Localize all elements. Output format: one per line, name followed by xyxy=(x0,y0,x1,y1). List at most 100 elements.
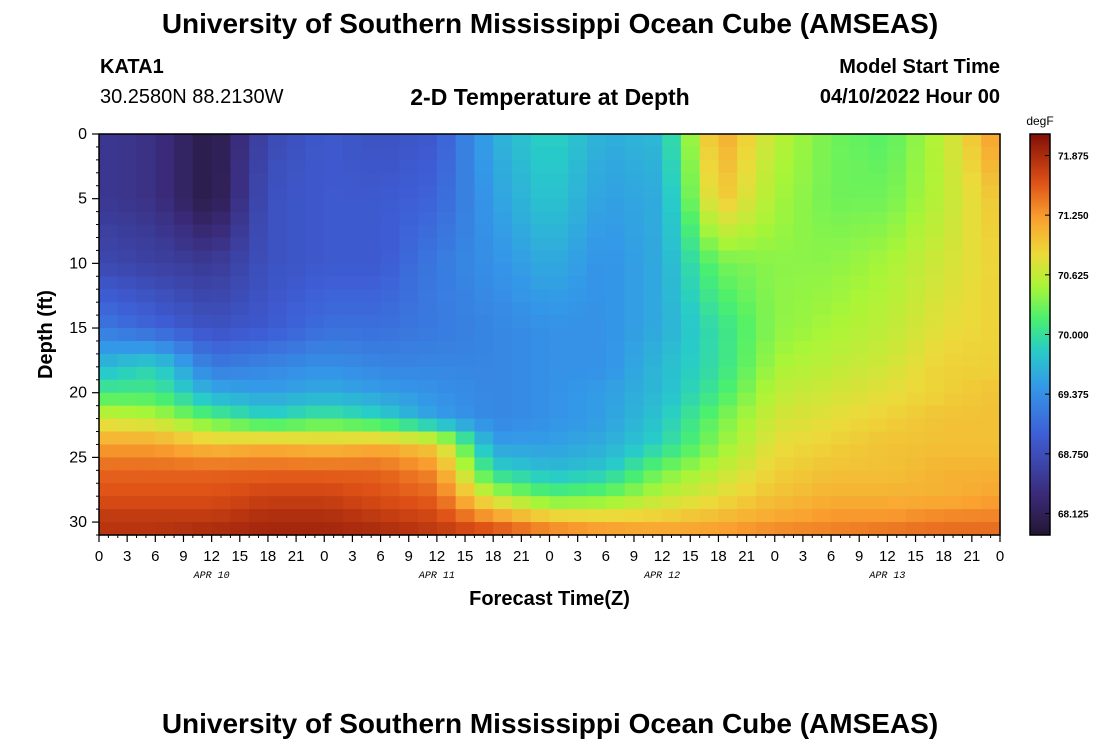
heatmap-cell xyxy=(737,340,757,355)
heatmap-cell xyxy=(624,172,644,187)
heatmap-cell xyxy=(324,172,344,187)
heatmap-cell xyxy=(549,353,569,368)
heatmap-cell xyxy=(174,185,194,200)
heatmap-cell xyxy=(305,198,325,213)
heatmap-cell xyxy=(324,392,344,407)
heatmap-cell xyxy=(399,172,419,187)
heatmap-cell xyxy=(211,289,231,303)
heatmap-cell xyxy=(962,457,982,471)
heatmap-cell xyxy=(474,134,494,148)
heatmap-cell xyxy=(324,315,344,329)
heatmap-cell xyxy=(230,328,250,342)
heatmap-cell xyxy=(267,405,288,420)
heatmap-cell xyxy=(530,431,551,446)
heatmap-cell xyxy=(699,276,720,290)
heatmap-cell xyxy=(267,496,288,510)
heatmap-cell xyxy=(624,263,644,277)
heatmap-cell xyxy=(605,172,626,187)
heatmap-cell xyxy=(793,276,813,290)
heatmap-cell xyxy=(812,483,832,497)
heatmap-cell xyxy=(305,509,325,523)
heatmap-cell xyxy=(136,328,156,342)
x-axis: 0 3 6 9 12 15 18 21 0 3 6 9 12 15 18 21 0 3 6 9 12 15 18 21 0 3 6 9… xyxy=(95,535,1004,582)
heatmap-cell xyxy=(868,353,888,368)
heatmap-cell xyxy=(136,159,156,174)
heatmap-cell xyxy=(286,340,307,355)
heatmap-cell xyxy=(493,509,513,523)
heatmap-cell xyxy=(755,250,776,264)
heatmap-cell xyxy=(493,237,513,252)
heatmap-cell xyxy=(718,353,738,368)
heatmap-cell xyxy=(511,418,532,433)
heatmap-cell xyxy=(887,134,907,148)
heatmap-cell xyxy=(230,340,250,355)
heatmap-cell xyxy=(568,302,588,316)
x-axis-label: Forecast Time(Z) xyxy=(469,588,630,610)
heatmap-cell xyxy=(249,418,269,433)
heatmap-cell xyxy=(380,302,400,316)
heatmap-cell xyxy=(455,302,476,316)
heatmap-cell xyxy=(155,276,175,290)
heatmap-cell xyxy=(924,315,945,329)
heatmap-cell xyxy=(868,444,888,458)
x-tick-label: 0 xyxy=(95,548,103,565)
heatmap-cell xyxy=(624,444,644,458)
heatmap-cell xyxy=(230,457,250,471)
heatmap-cell xyxy=(343,237,363,252)
model-start-value: 04/10/2022 Hour 00 xyxy=(819,86,1000,108)
heatmap-cell xyxy=(868,431,888,446)
heatmap-cell xyxy=(474,431,494,446)
heatmap-cell xyxy=(699,522,720,536)
heatmap-cell xyxy=(192,470,213,484)
x-tick-label: 6 xyxy=(376,548,384,565)
heatmap-cell xyxy=(943,392,964,407)
heatmap-cell xyxy=(455,315,476,329)
heatmap-cell xyxy=(981,353,1001,368)
heatmap-cell xyxy=(117,509,138,523)
heatmap-cell xyxy=(493,211,513,226)
heatmap-cell xyxy=(474,276,494,290)
heatmap-cell xyxy=(324,496,344,510)
heatmap-cell xyxy=(793,224,813,239)
heatmap-cell xyxy=(399,250,419,264)
heatmap-cell xyxy=(361,444,382,458)
heatmap-cell xyxy=(361,483,382,497)
heatmap-cell xyxy=(286,172,307,187)
heatmap-cell xyxy=(680,392,701,407)
heatmap-cell xyxy=(624,392,644,407)
heatmap-cell xyxy=(380,470,400,484)
heatmap-cell xyxy=(174,237,194,252)
heatmap-cell xyxy=(418,289,438,303)
heatmap-cell xyxy=(718,392,738,407)
heatmap-cell xyxy=(99,237,119,252)
heatmap-cell xyxy=(361,470,382,484)
heatmap-cell xyxy=(286,134,307,148)
heatmap-cell xyxy=(624,185,644,200)
heatmap-cell xyxy=(192,237,213,252)
heatmap-cell xyxy=(887,263,907,277)
heatmap-cell xyxy=(136,353,156,368)
heatmap-cell xyxy=(174,276,194,290)
heatmap-cell xyxy=(99,431,119,446)
heatmap-cell xyxy=(230,522,250,536)
heatmap-cell xyxy=(305,276,325,290)
heatmap-cell xyxy=(587,276,607,290)
heatmap-cell xyxy=(662,405,682,420)
heatmap-cell xyxy=(774,496,795,510)
heatmap-cell xyxy=(755,185,776,200)
x-tick-label: 12 xyxy=(654,548,671,565)
heatmap-cell xyxy=(868,289,888,303)
heatmap-cell xyxy=(324,159,344,174)
heatmap-cell xyxy=(774,198,795,213)
heatmap-cell xyxy=(831,211,851,226)
heatmap-cell xyxy=(793,379,813,394)
heatmap-cell xyxy=(605,418,626,433)
colorbar-tick-label: 68.125 xyxy=(1058,510,1089,521)
heatmap-cell xyxy=(568,418,588,433)
heatmap-cell xyxy=(230,405,250,420)
heatmap-cell xyxy=(943,470,964,484)
heatmap-cell xyxy=(549,211,569,226)
heatmap-cell xyxy=(155,146,175,161)
heatmap-cell xyxy=(887,431,907,446)
heatmap-cell xyxy=(455,134,476,148)
